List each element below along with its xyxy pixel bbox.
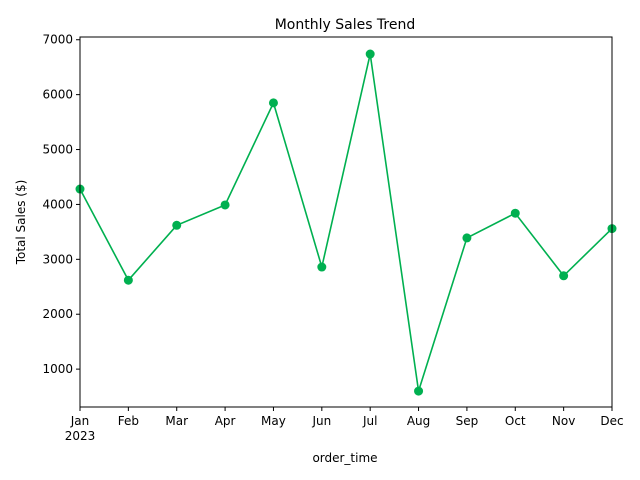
x-tick-label: Nov [552, 414, 575, 428]
x-tick-label: Aug [407, 414, 430, 428]
data-point [510, 208, 520, 218]
x-axis: Jan Feb Mar Apr May Jun Jul Aug Sep Oct Nov Dec 2023 [65, 407, 624, 443]
x-tick-label: Feb [118, 414, 139, 428]
data-point [268, 98, 278, 108]
data-point [317, 262, 327, 272]
data-point [414, 386, 424, 396]
x-tick-label: Apr [215, 414, 236, 428]
y-axis: 1000 2000 3000 4000 5000 6000 7000 [42, 33, 80, 376]
y-tick-label: 7000 [42, 33, 73, 47]
data-point [220, 200, 230, 210]
data-point [172, 220, 182, 230]
data-point [559, 271, 569, 281]
sales-series [75, 49, 617, 396]
data-point [365, 49, 375, 59]
x-tick-year-label: 2023 [65, 429, 96, 443]
x-tick-label: Dec [600, 414, 623, 428]
y-axis-label: Total Sales ($) [14, 180, 28, 266]
plot-frame [79, 36, 613, 408]
x-tick-label: Jun [311, 414, 331, 428]
x-tick-label: May [261, 414, 286, 428]
y-tick-label: 3000 [42, 252, 73, 266]
y-tick-label: 5000 [42, 143, 73, 157]
y-tick-label: 2000 [42, 307, 73, 321]
data-point [462, 233, 472, 243]
y-tick-label: 4000 [42, 197, 73, 211]
data-point [123, 275, 133, 285]
x-tick-label: Jan [70, 414, 90, 428]
series-line [79, 53, 613, 392]
y-tick-label: 1000 [42, 362, 73, 376]
x-tick-label: Jul [362, 414, 377, 428]
y-tick-label: 6000 [42, 88, 73, 102]
chart-title: Monthly Sales Trend [275, 17, 416, 33]
x-tick-label: Oct [505, 414, 526, 428]
x-axis-label: order_time [312, 451, 377, 465]
x-tick-label: Mar [165, 414, 188, 428]
x-tick-label: Sep [456, 414, 479, 428]
